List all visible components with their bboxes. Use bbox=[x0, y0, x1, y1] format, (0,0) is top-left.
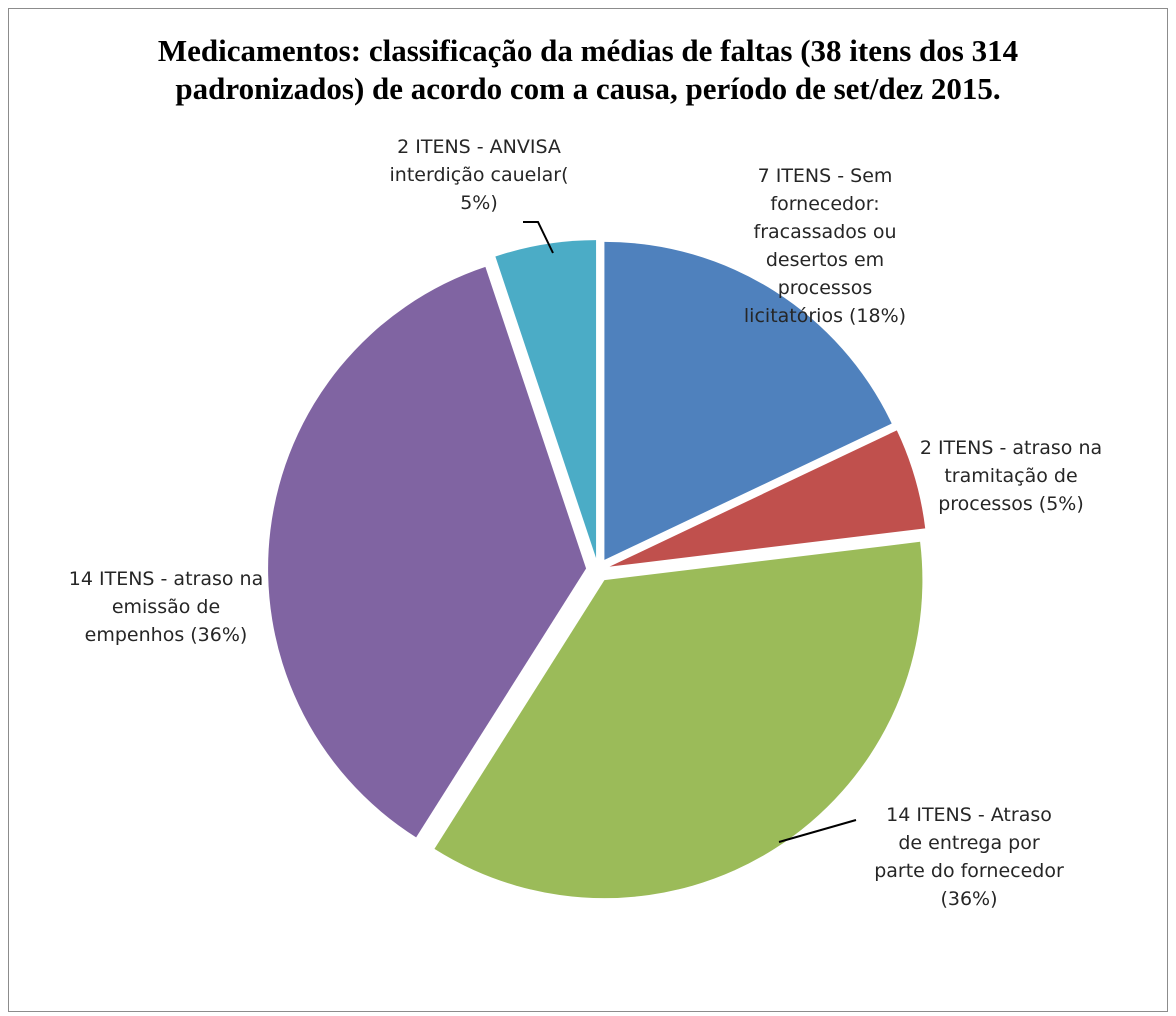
pie-slice-atraso-entrega bbox=[434, 541, 923, 899]
leader-line-atraso-entrega bbox=[778, 819, 857, 843]
pie-slice-anvisa bbox=[495, 240, 597, 559]
slice-label-empenhos: 14 ITENS - atraso na emissão de empenhos… bbox=[68, 568, 264, 646]
chart-title: Medicamentos: classificação da médias de… bbox=[0, 32, 1176, 108]
pie-slice-tramitacao bbox=[609, 430, 926, 567]
pie-slice-empenhos bbox=[268, 266, 587, 838]
slice-label-sem-fornecedor: 7 ITENS - Sem fornecedor: fracassados ou… bbox=[743, 165, 907, 327]
chart-title-line-2: padronizados) de acordo com a causa, per… bbox=[175, 71, 1001, 106]
slice-label-atraso-entrega: 14 ITENS - Atraso de entrega por parte d… bbox=[874, 804, 1064, 910]
slice-label-anvisa: 2 ITENS - ANVISA interdição cauelar( 5%) bbox=[389, 136, 569, 214]
chart-title-line-1: Medicamentos: classificação da médias de… bbox=[157, 33, 1019, 68]
leader-line-anvisa bbox=[523, 221, 554, 254]
pie-slice-sem-fornecedor bbox=[604, 241, 892, 560]
slice-label-tramitacao: 2 ITENS - atraso na tramitação de proces… bbox=[919, 437, 1103, 515]
